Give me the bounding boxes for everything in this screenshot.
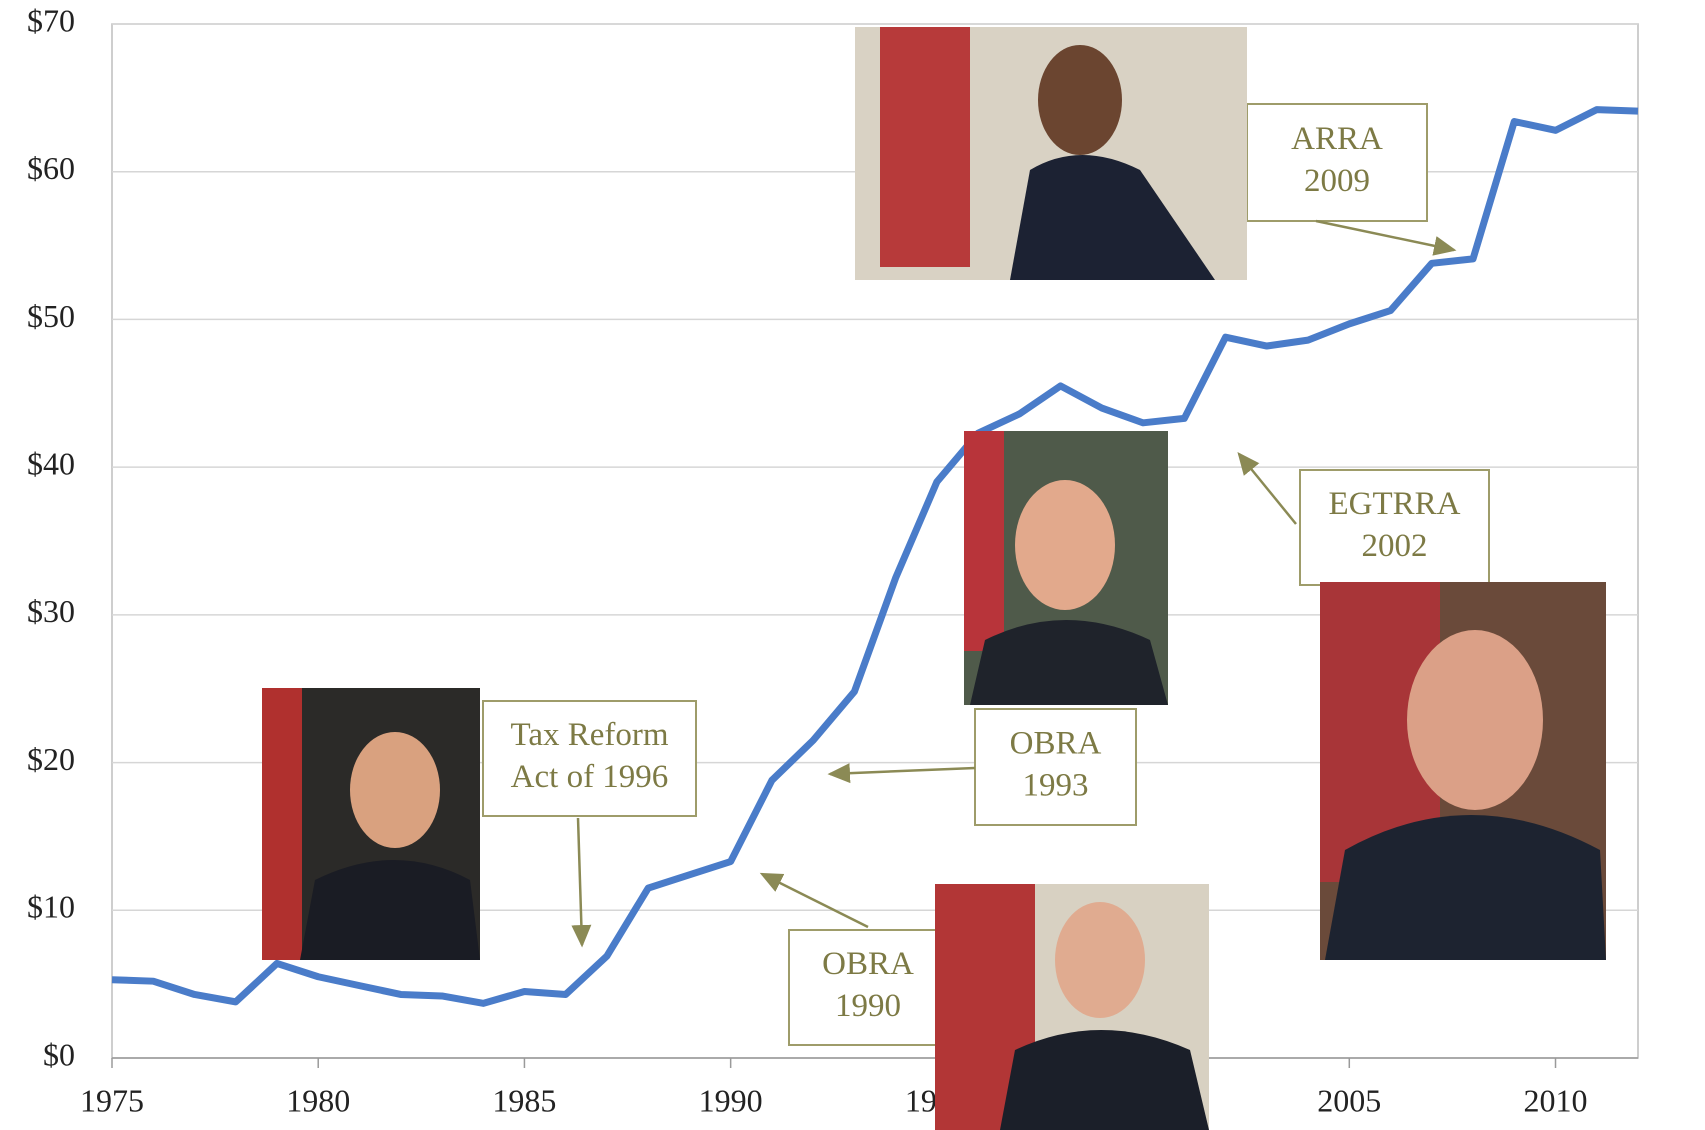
photo [964,431,1168,705]
photo [935,884,1209,1130]
x-tick-label: 1985 [492,1082,556,1118]
y-tick-label: $10 [27,889,75,925]
annotation-box [482,700,697,817]
y-tick-label: $50 [27,298,75,334]
annotation-box [788,929,948,1046]
y-tick-label: $60 [27,150,75,186]
annotation-text: EGTRRA [1329,486,1461,522]
x-tick-label: 1980 [286,1082,350,1118]
annotation-arrow [759,872,869,929]
annotation-text: Tax Reform [510,717,668,753]
y-tick-label: $20 [27,741,75,777]
annotation-box [1299,469,1490,586]
x-tick-label: 2010 [1524,1082,1588,1118]
annotation-text: 1993 [1023,768,1089,804]
annotation-arrow [1315,219,1457,256]
annotation-arrow [1237,452,1297,525]
x-tick-label: 1990 [699,1082,763,1118]
y-tick-label: $30 [27,593,75,629]
photos [262,27,1606,1130]
annotation-text: Act of 1996 [511,759,669,795]
data-line [111,106,1639,1007]
y-tick-label: $0 [43,1036,75,1072]
y-tick-label: $70 [27,2,75,38]
x-tick-label: 2005 [1317,1082,1381,1118]
annotation-text: OBRA [1010,726,1102,762]
annotation-arrow [571,817,592,948]
photo [855,27,1247,280]
y-tick-label: $40 [27,445,75,481]
annotation-box [1246,103,1428,222]
annotation-arrow [827,763,976,784]
annotation-text: OBRA [822,946,914,982]
annotation-text: 2009 [1304,163,1370,199]
annotation-text: 2002 [1362,528,1428,564]
annotation-text: 1990 [835,988,901,1024]
annotation-text: ARRA [1291,121,1383,157]
x-tick-label: 1975 [80,1082,144,1118]
annotation-box [974,708,1137,826]
photo [1320,582,1606,960]
photo [262,688,480,960]
